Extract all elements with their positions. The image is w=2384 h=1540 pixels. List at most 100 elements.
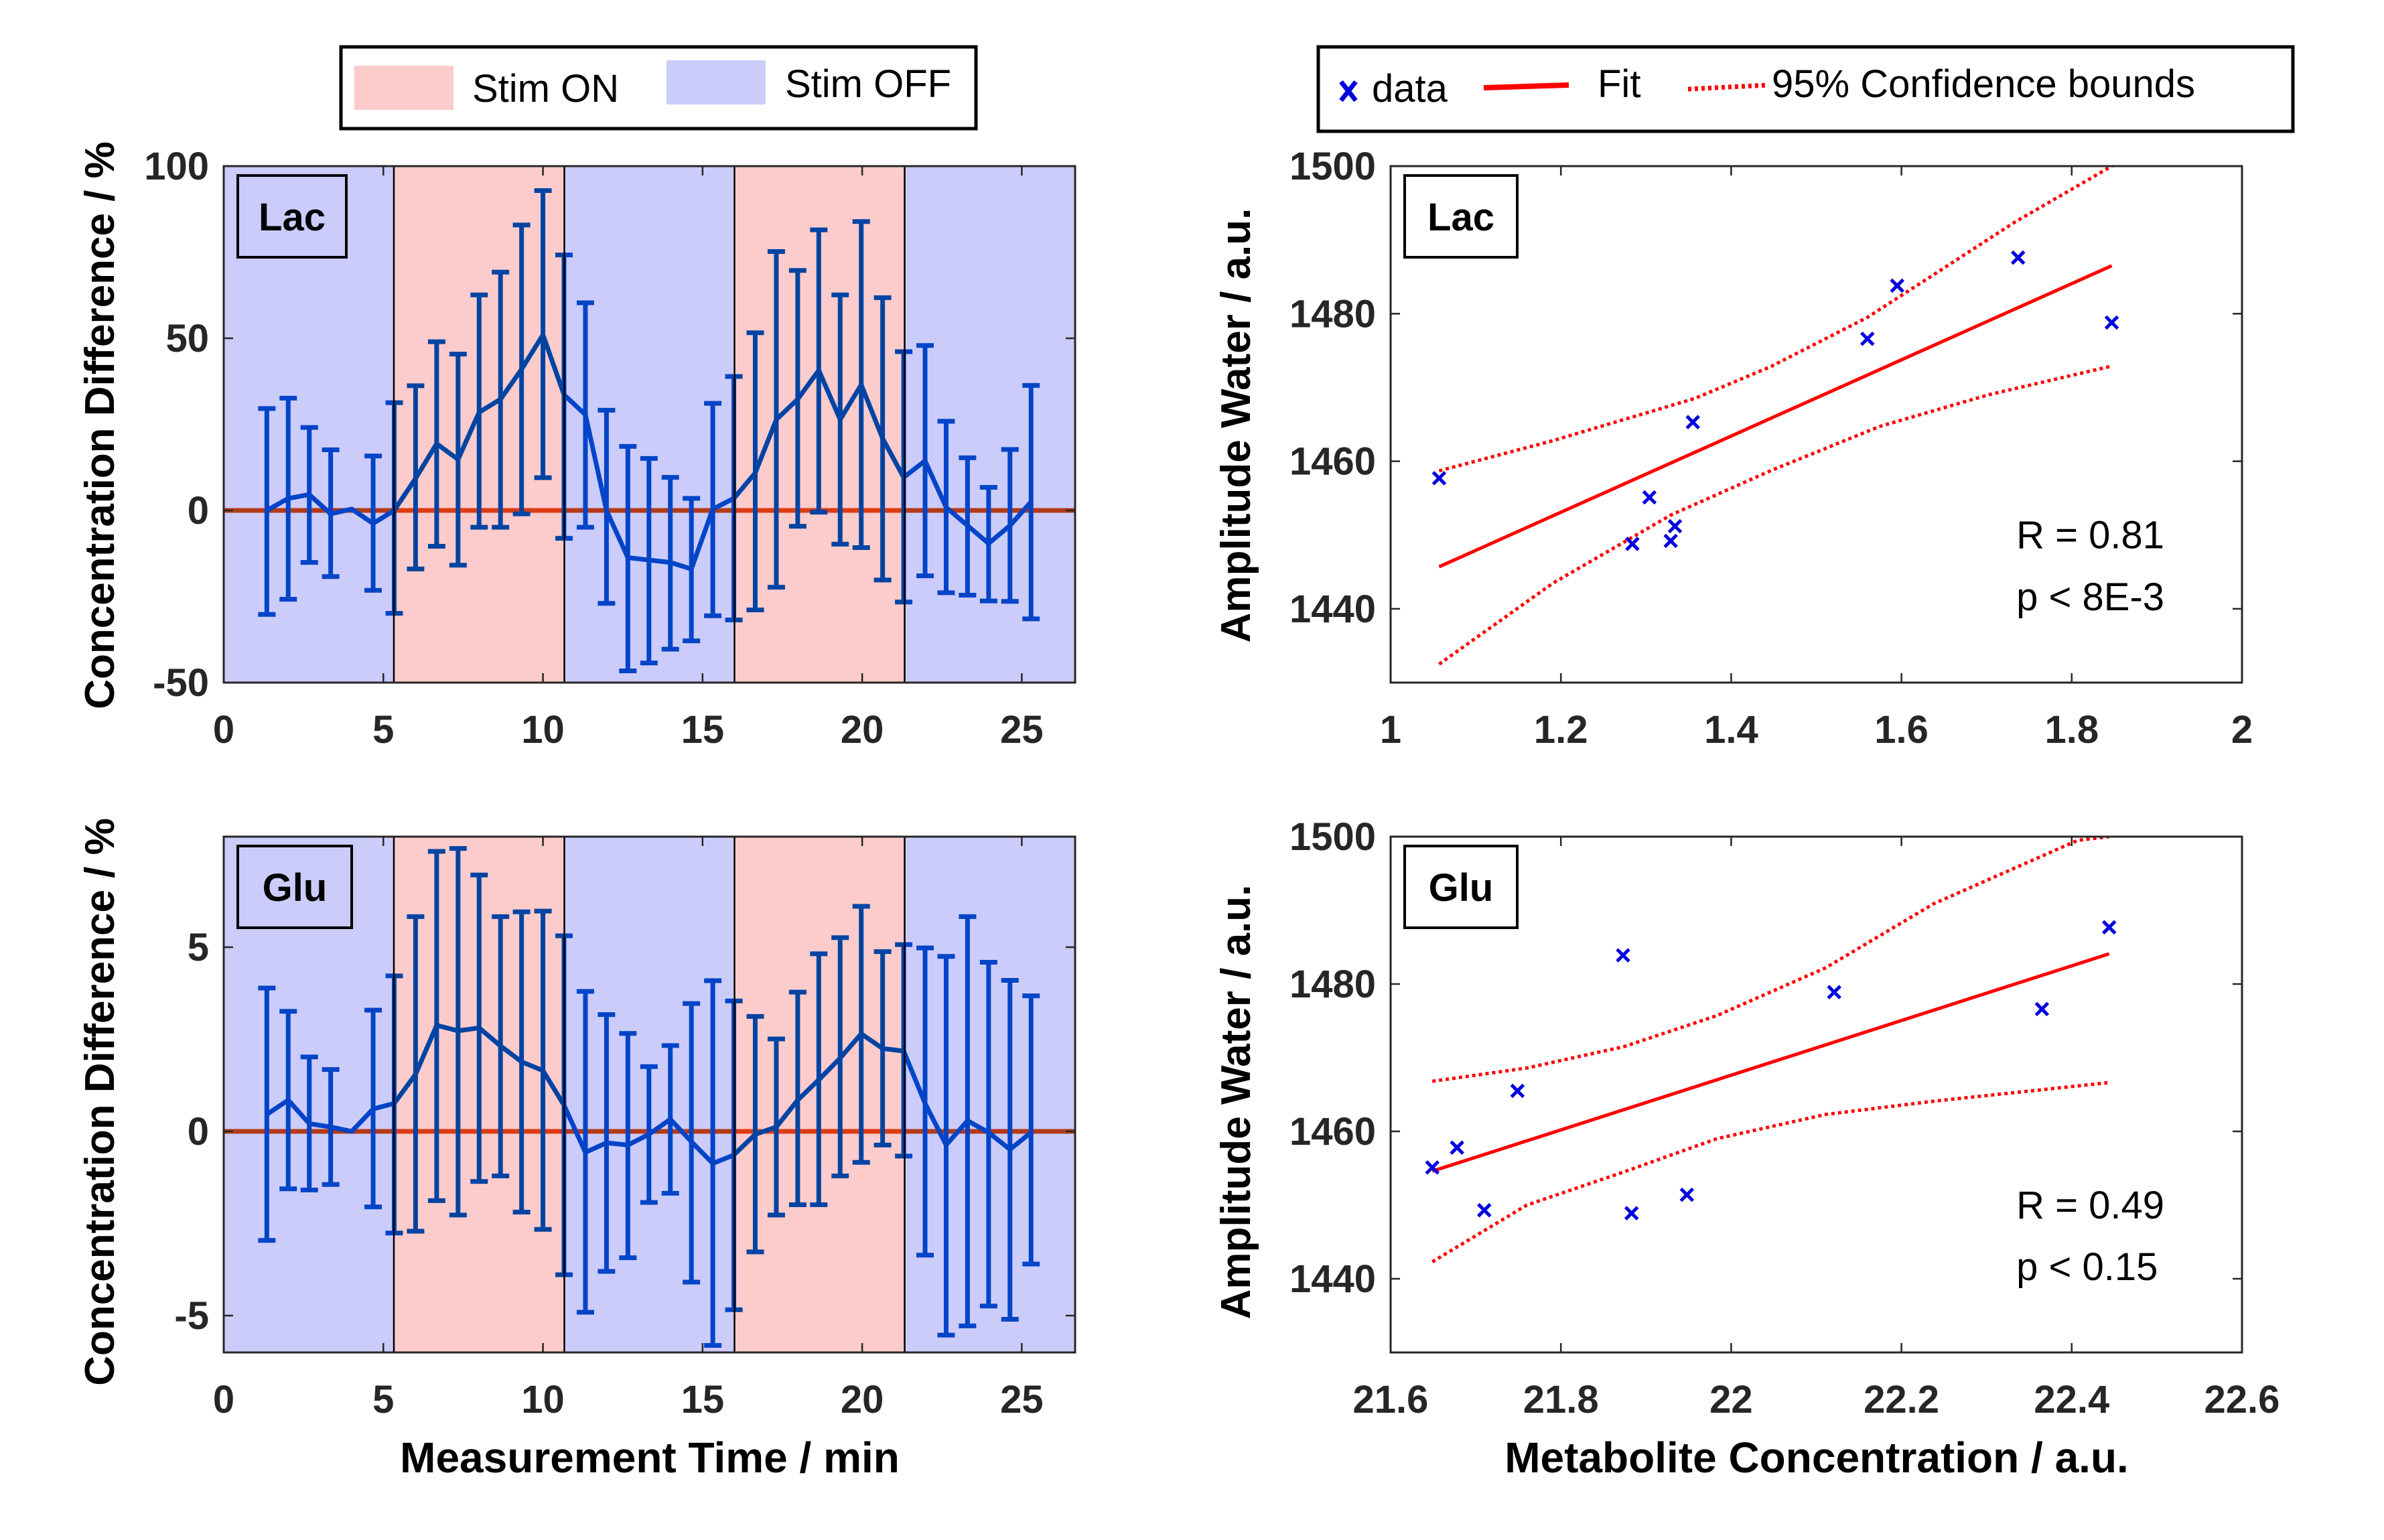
marker-stroke: [1510, 1083, 1525, 1099]
data-marker: [1827, 985, 1841, 999]
panel-label: Glu: [1429, 866, 1494, 910]
stat-annotation: p < 0.15: [2016, 1245, 2158, 1289]
y-tick-label: 1440: [1289, 587, 1376, 631]
axes-frame: [1389, 165, 2243, 684]
data-marker: [1667, 518, 1683, 534]
data-marker-icon: [1339, 80, 1358, 102]
panel-label-box: Lac: [1403, 174, 1519, 259]
data-marker: [1663, 533, 1678, 549]
marker-stroke: [2104, 315, 2119, 330]
data-marker: [1890, 278, 1905, 293]
marker-stroke: [1860, 331, 1875, 346]
x-tick-label: 21.8: [1523, 1378, 1599, 1421]
stim-off-swatch: [667, 60, 766, 104]
x-tick-label: 20: [841, 708, 884, 752]
confidence-bound-lower: [1438, 364, 2113, 666]
glu-xlabel: Measurement Time / min: [400, 1433, 900, 1482]
panel-label-box: Lac: [236, 174, 348, 259]
marker-stroke: [1642, 490, 1657, 505]
y-tick-label: 5: [188, 926, 209, 969]
y-tick-label: 1500: [1289, 815, 1376, 859]
y-tick-label: 1480: [1289, 292, 1376, 336]
axes-frame: [222, 165, 1076, 684]
fit-legend-label: Fit: [1598, 62, 1640, 106]
y-tick-label: 1500: [1289, 145, 1376, 188]
x-tick-label: 22.2: [1864, 1378, 1939, 1421]
marker-stroke: [2010, 250, 2026, 265]
x-tick-label: 25: [1000, 708, 1044, 752]
plot-area: [1391, 837, 2242, 1352]
marker-stroke: [1425, 1160, 1440, 1175]
stim-on-label: Stim ON: [472, 67, 619, 111]
lac-corr-ylabel: Amplitude Water / a.u.: [1213, 208, 1259, 643]
x-tick-label: 15: [681, 708, 725, 752]
marker-stroke: [1827, 985, 1841, 999]
marker-stroke: [2101, 920, 2117, 935]
data-marker: [1510, 1083, 1525, 1099]
x-tick-label: 1: [1380, 708, 1401, 752]
x-tick-label: 10: [521, 1378, 565, 1421]
data-marker: [1679, 1187, 1695, 1202]
y-tick-label: 50: [165, 317, 209, 360]
x-tick-label: 22: [1709, 1378, 1753, 1421]
data-marker: [1450, 1140, 1464, 1155]
x-tick-label: 25: [1000, 1378, 1044, 1421]
x-tick-label: 1.8: [2044, 708, 2099, 752]
marker-stroke: [1477, 1202, 1492, 1218]
panel-label-frame: [1403, 174, 1519, 259]
data-marker: [2034, 1001, 2050, 1017]
stat-annotation: R = 0.49: [2016, 1184, 2164, 1227]
stim-off-block: [224, 166, 395, 683]
x-tick-label: 0: [213, 708, 234, 752]
panel-label: Lac: [259, 196, 326, 239]
glu-corr-ylabel: Amplitude Water / a.u.: [1213, 885, 1259, 1320]
data-marker: [2010, 250, 2026, 265]
confidence-bound-icon: [1687, 82, 1769, 92]
fit-line: [1438, 264, 2113, 569]
marker-stroke: [1685, 415, 1700, 429]
plot-content: [224, 166, 1075, 683]
stim-on-block: [734, 837, 905, 1352]
stim-off-block: [564, 166, 735, 683]
axes-frame: [222, 835, 1076, 1354]
y-tick-label: 100: [144, 145, 209, 188]
marker-stroke: [1625, 537, 1640, 551]
panel-label-box: Glu: [1403, 845, 1519, 929]
panel-label-box: Glu: [236, 845, 353, 929]
axes-frame: [1389, 835, 2243, 1354]
data-marker: [1685, 415, 1700, 429]
glu-correlation-panel: R = 0.49 p < 0.15 Glu 21.6 21.8 22 22.2 22.4 22.…: [1289, 815, 2280, 1421]
stim-off-block: [904, 166, 1075, 683]
data-marker: [1625, 537, 1640, 551]
stim-off-block: [564, 837, 735, 1352]
marker-stroke: [1616, 948, 1630, 963]
marker-stroke: [1667, 518, 1683, 534]
confidence-legend-label: 95% Confidence bounds: [1772, 62, 2195, 106]
y-tick-label: 0: [188, 489, 209, 533]
data-marker: [2104, 315, 2119, 330]
x-tick-label: 1.6: [1874, 708, 1929, 752]
glu-ylabel: Concentration Difference / %: [77, 818, 123, 1385]
y-tick-label: 1480: [1289, 963, 1376, 1006]
marker-stroke: [1624, 1206, 1639, 1220]
x-tick-label: 22.4: [2034, 1378, 2109, 1421]
data-marker: [1431, 471, 1447, 486]
fit-line-icon: [1483, 82, 1569, 90]
stim-on-block: [394, 166, 565, 683]
stat-annotation: p < 8E-3: [2016, 575, 2164, 619]
panel-label-frame: [236, 174, 348, 259]
fit-legend-frame: [1316, 45, 2295, 133]
y-tick-label: -50: [153, 661, 209, 705]
fit-line: [1431, 952, 2110, 1173]
data-marker: [1425, 1160, 1440, 1175]
data-marker: [2101, 920, 2117, 935]
stat-annotation: R = 0.81: [2016, 514, 2164, 557]
y-tick-label: 0: [188, 1110, 209, 1153]
stim-off-label: Stim OFF: [785, 62, 951, 106]
stim-off-block: [904, 837, 1075, 1352]
y-tick-label: 1460: [1289, 440, 1376, 484]
confidence-bound-upper: [1438, 166, 2113, 473]
lac-correlation-panel: R = 0.81 p < 8E-3 Lac 1 1.2 1.4 1.6 1.8 2 1440 146…: [1289, 145, 2253, 752]
